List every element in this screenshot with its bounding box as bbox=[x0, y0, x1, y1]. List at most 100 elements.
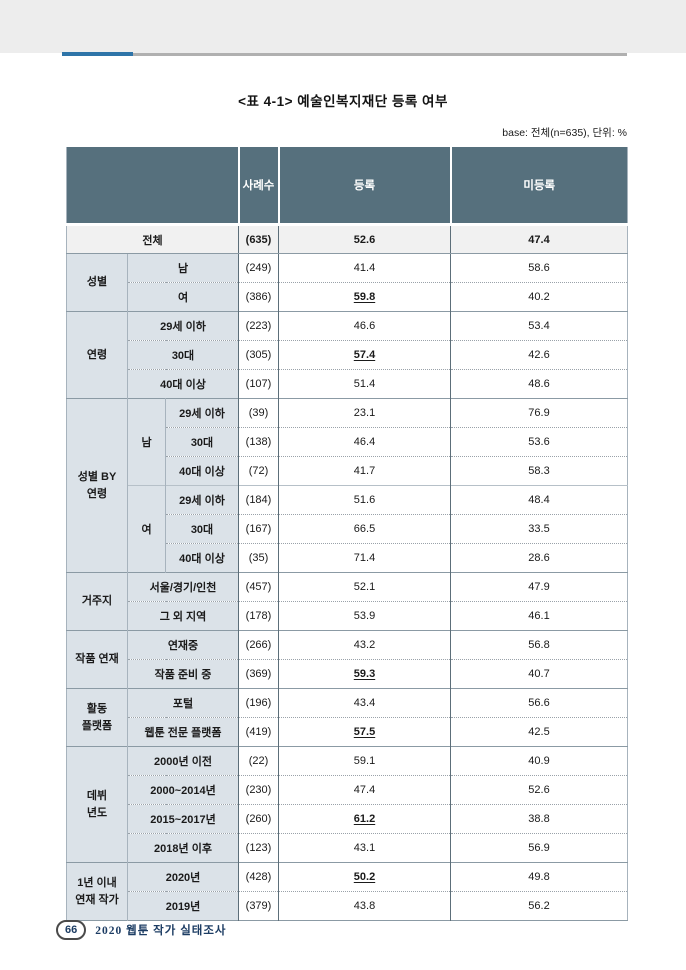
cases-value: (260) bbox=[238, 804, 279, 834]
cases-value: (457) bbox=[238, 572, 279, 602]
row-label: 남 bbox=[127, 253, 239, 283]
header-rule-gray bbox=[133, 53, 627, 56]
row-label: 40대 이상 bbox=[165, 543, 239, 573]
group-label: 연령 bbox=[66, 311, 128, 399]
footer-caption: 2020 웹툰 작가 실태조사 bbox=[95, 925, 227, 937]
table-row: 활동 플랫폼 포털 (196) 43.4 56.6 bbox=[66, 688, 628, 747]
cases-value: (223) bbox=[238, 311, 279, 341]
row-label: 연재중 bbox=[127, 630, 239, 660]
table-header-row: 사례수 등록 미등록 bbox=[66, 147, 628, 226]
unregistered-value: 28.6 bbox=[450, 543, 628, 573]
unregistered-value: 58.6 bbox=[450, 253, 628, 283]
group-label: 데뷔 년도 bbox=[66, 746, 128, 863]
header-empty-cell bbox=[66, 147, 239, 226]
table-row: 여 (386) 59.8 40.2 bbox=[67, 282, 628, 312]
cases-value: (230) bbox=[238, 775, 279, 805]
registered-value: 51.4 bbox=[278, 369, 451, 399]
cases-value: (266) bbox=[238, 630, 279, 660]
row-label: 30대 bbox=[165, 427, 239, 457]
table-row: 작품 준비 중 (369) 59.3 40.7 bbox=[67, 659, 628, 689]
table-row: 여 29세 이하 (184) 51.6 48.4 bbox=[67, 485, 628, 573]
row-label: 40대 이상 bbox=[127, 369, 239, 399]
unregistered-value: 42.6 bbox=[450, 340, 628, 370]
cases-value: (184) bbox=[238, 485, 279, 515]
row-label: 2018년 이후 bbox=[127, 833, 239, 863]
row-label: 30대 bbox=[127, 340, 239, 370]
table-row: 그 외 지역 (178) 53.9 46.1 bbox=[67, 601, 628, 631]
unregistered-value: 48.6 bbox=[450, 369, 628, 399]
unregistered-value: 56.2 bbox=[450, 891, 628, 921]
unregistered-value: 38.8 bbox=[450, 804, 628, 834]
subgroup-label: 남 bbox=[127, 398, 166, 486]
group-label: 활동 플랫폼 bbox=[66, 688, 128, 747]
header-rule-accent bbox=[62, 52, 133, 56]
registered-value: 53.9 bbox=[278, 601, 451, 631]
unregistered-value: 58.3 bbox=[450, 456, 628, 486]
cases-value: (305) bbox=[238, 340, 279, 370]
table-row: 40대 이상 (72) 41.7 58.3 bbox=[67, 456, 628, 486]
unregistered-value: 40.9 bbox=[450, 746, 628, 776]
row-label: 40대 이상 bbox=[165, 456, 239, 486]
unregistered-value: 53.6 bbox=[450, 427, 628, 457]
cases-value: (379) bbox=[238, 891, 279, 921]
table-row: 2015~2017년 (260) 61.2 38.8 bbox=[67, 804, 628, 834]
row-label: 2019년 bbox=[127, 891, 239, 921]
table-row: 연령 29세 이하 (223) 46.6 53.4 bbox=[66, 311, 628, 399]
table-row: 30대 (305) 57.4 42.6 bbox=[67, 340, 628, 370]
cases-value: (196) bbox=[238, 688, 279, 718]
subgroup-label: 여 bbox=[127, 485, 166, 573]
header-unregistered: 미등록 bbox=[449, 147, 628, 226]
table-row-total: 전체 (635) 52.6 47.4 bbox=[66, 224, 628, 254]
registered-value: 46.6 bbox=[278, 311, 451, 341]
statistics-table: 사례수 등록 미등록 전체 (635) 52.6 47.4 성별 남 (249)… bbox=[66, 147, 628, 921]
group-label: 1년 이내 연재 작가 bbox=[66, 862, 128, 921]
cases-value: (22) bbox=[238, 746, 279, 776]
row-label: 포털 bbox=[127, 688, 239, 718]
row-label: 29세 이하 bbox=[165, 485, 239, 515]
registered-value: 50.2 bbox=[278, 862, 451, 892]
unregistered-value: 47.9 bbox=[450, 572, 628, 602]
registered-value: 57.5 bbox=[278, 717, 451, 747]
cases-value: (249) bbox=[238, 253, 279, 283]
unregistered-value: 40.7 bbox=[450, 659, 628, 689]
table-row: 성별 남 (249) 41.4 58.6 bbox=[66, 253, 628, 312]
cases-value: (178) bbox=[238, 601, 279, 631]
cases-value: (138) bbox=[238, 427, 279, 457]
registered-value: 52.6 bbox=[278, 224, 451, 254]
cases-value: (369) bbox=[238, 659, 279, 689]
registered-value: 59.3 bbox=[278, 659, 451, 689]
unregistered-value: 53.4 bbox=[450, 311, 628, 341]
cases-value: (386) bbox=[238, 282, 279, 312]
group-label: 성별 bbox=[66, 253, 128, 312]
registered-value: 41.7 bbox=[278, 456, 451, 486]
table-row: 2018년 이후 (123) 43.1 56.9 bbox=[67, 833, 628, 863]
table-row: 웹툰 전문 플랫폼 (419) 57.5 42.5 bbox=[67, 717, 628, 747]
table-row: 2000~2014년 (230) 47.4 52.6 bbox=[67, 775, 628, 805]
row-label: 2015~2017년 bbox=[127, 804, 239, 834]
row-label: 29세 이하 bbox=[165, 398, 239, 428]
row-label: 여 bbox=[127, 282, 239, 312]
row-label: 2020년 bbox=[127, 862, 239, 892]
row-label: 30대 bbox=[165, 514, 239, 544]
cases-value: (39) bbox=[238, 398, 279, 428]
unregistered-value: 47.4 bbox=[450, 224, 628, 254]
row-label: 웹툰 전문 플랫폼 bbox=[127, 717, 239, 747]
registered-value: 57.4 bbox=[278, 340, 451, 370]
page-footer: 66 2020 웹툰 작가 실태조사 bbox=[56, 920, 227, 940]
table-row: 데뷔 년도 2000년 이전 (22) 59.1 40.9 bbox=[66, 746, 628, 863]
cases-value: (35) bbox=[238, 543, 279, 573]
table-row: 2019년 (379) 43.8 56.2 bbox=[67, 891, 628, 921]
cases-value: (635) bbox=[238, 224, 279, 254]
unregistered-value: 56.8 bbox=[450, 630, 628, 660]
unregistered-value: 56.9 bbox=[450, 833, 628, 863]
row-label: 그 외 지역 bbox=[127, 601, 239, 631]
group-label: 작품 연재 bbox=[66, 630, 128, 689]
unregistered-value: 46.1 bbox=[450, 601, 628, 631]
header-rule bbox=[62, 52, 627, 56]
table-row: 30대 (167) 66.5 33.5 bbox=[67, 514, 628, 544]
table-row: 30대 (138) 46.4 53.6 bbox=[67, 427, 628, 457]
cases-value: (167) bbox=[238, 514, 279, 544]
table-row: 40대 이상 (107) 51.4 48.6 bbox=[67, 369, 628, 399]
registered-value: 41.4 bbox=[278, 253, 451, 283]
unregistered-value: 40.2 bbox=[450, 282, 628, 312]
